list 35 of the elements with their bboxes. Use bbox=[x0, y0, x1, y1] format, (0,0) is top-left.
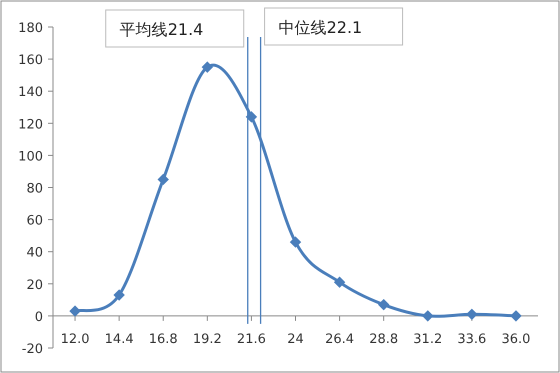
x-tick-label: 19.2 bbox=[192, 332, 222, 347]
x-tick-label: 12.0 bbox=[60, 332, 90, 347]
x-tick-label: 16.8 bbox=[148, 332, 178, 347]
y-tick-label: 0 bbox=[34, 310, 43, 325]
point bbox=[114, 290, 125, 301]
x-tick-label: 31.2 bbox=[413, 332, 442, 347]
x-tick-label: 28.8 bbox=[369, 332, 398, 347]
y-tick-label: 100 bbox=[18, 149, 43, 164]
point bbox=[378, 299, 390, 310]
x-tick-label: 33.6 bbox=[457, 332, 486, 347]
point bbox=[158, 174, 169, 185]
ref-line-label: 中位线22.1 bbox=[278, 18, 362, 37]
point bbox=[466, 308, 478, 320]
y-tick-label: 40 bbox=[26, 246, 43, 261]
y-tick-label: 140 bbox=[18, 85, 43, 100]
x-tick-label: 24 bbox=[287, 332, 304, 347]
point bbox=[422, 310, 434, 322]
y-tick-label: -20 bbox=[22, 342, 43, 357]
point bbox=[70, 306, 81, 317]
x-tick-label: 36.0 bbox=[501, 332, 530, 347]
y-tick-label: 60 bbox=[26, 214, 43, 229]
y-tick-label: 120 bbox=[18, 117, 43, 132]
point bbox=[246, 111, 257, 122]
point bbox=[290, 236, 301, 248]
ref-line-label: 平均线21.4 bbox=[120, 20, 204, 39]
x-tick-label: 26.4 bbox=[325, 332, 354, 347]
y-tick-label: 80 bbox=[26, 182, 43, 196]
point bbox=[202, 62, 213, 73]
point bbox=[510, 310, 522, 322]
x-tick-label: 14.4 bbox=[104, 332, 134, 347]
point bbox=[334, 276, 346, 288]
y-tick-label: 20 bbox=[26, 278, 43, 293]
y-tick-label: 160 bbox=[18, 53, 43, 68]
y-tick-label: 180 bbox=[18, 21, 43, 36]
x-tick-label: 21.6 bbox=[236, 332, 266, 347]
